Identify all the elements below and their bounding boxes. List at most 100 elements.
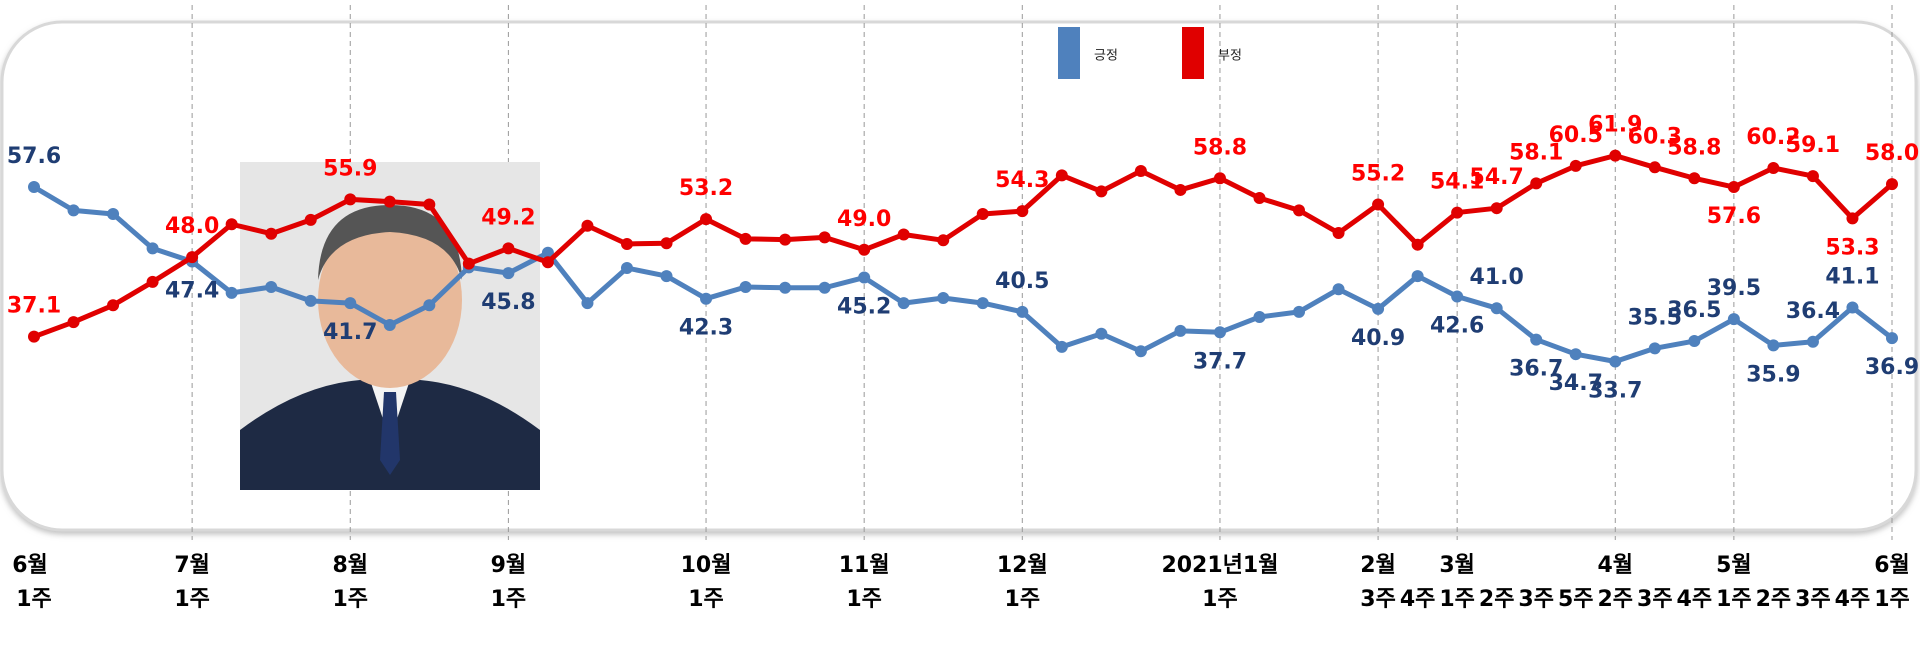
data-label: 40.5: [995, 269, 1049, 294]
x-group-label: 7월: [174, 553, 210, 578]
data-point: [858, 272, 870, 284]
data-point: [265, 281, 277, 293]
data-label: 57.6: [7, 144, 61, 169]
data-label: 48.0: [165, 214, 219, 239]
data-point: [1016, 306, 1028, 318]
data-point: [1333, 227, 1345, 239]
x-tick-label: 1주: [1439, 587, 1475, 612]
x-tick-label: 3주: [1637, 587, 1673, 612]
data-point: [1491, 202, 1503, 214]
data-label: 58.8: [1193, 135, 1247, 160]
x-tick-label: 4주: [1677, 587, 1713, 612]
data-point: [581, 297, 593, 309]
data-point: [344, 297, 356, 309]
data-point: [661, 270, 673, 282]
data-point: [1649, 342, 1661, 354]
x-tick-label: 2주: [1597, 587, 1633, 612]
data-point: [1056, 341, 1068, 353]
x-tick-label: 3주: [1795, 587, 1831, 612]
data-label: 40.9: [1351, 326, 1405, 351]
data-point: [1846, 212, 1858, 224]
x-tick-label: 1주: [688, 587, 724, 612]
x-group-label: 2021년1월: [1161, 553, 1278, 578]
x-tick-label: 4주: [1400, 587, 1436, 612]
data-point: [68, 204, 80, 216]
data-point: [423, 299, 435, 311]
x-tick-label: 4주: [1835, 587, 1871, 612]
data-label: 58.0: [1865, 141, 1919, 166]
x-tick-label: 2주: [1756, 587, 1792, 612]
data-label: 36.4: [1786, 299, 1840, 324]
data-point: [1372, 199, 1384, 211]
data-point: [226, 287, 238, 299]
data-point: [740, 233, 752, 245]
data-point: [265, 228, 277, 240]
data-label: 47.4: [165, 278, 219, 303]
x-tick-label: 3주: [1360, 587, 1396, 612]
x-group-label: 2월: [1360, 553, 1396, 578]
data-point: [1767, 162, 1779, 174]
page: {"chart_data": { "type": "line", "ylim":…: [0, 0, 1920, 644]
data-point: [1767, 339, 1779, 351]
x-group-label: 12월: [997, 553, 1048, 578]
data-label: 36.5: [1667, 298, 1721, 323]
data-point: [1095, 185, 1107, 197]
data-point: [1333, 283, 1345, 295]
x-tick-label: 1주: [1874, 587, 1910, 612]
x-tick-label: 1주: [332, 587, 368, 612]
data-label: 49.0: [837, 207, 891, 232]
x-tick-label: 1주: [846, 587, 882, 612]
x-group-label: 8월: [332, 553, 368, 578]
data-point: [423, 199, 435, 211]
data-point: [1886, 332, 1898, 344]
data-label: 49.2: [481, 205, 535, 230]
data-point: [1135, 165, 1147, 177]
data-point: [1728, 181, 1740, 193]
data-label: 39.5: [1707, 276, 1761, 301]
x-group-label: 11월: [839, 553, 890, 578]
legend-label: 긍정: [1094, 49, 1118, 64]
data-point: [977, 297, 989, 309]
data-point: [1530, 334, 1542, 346]
data-point: [1095, 328, 1107, 340]
data-point: [1174, 325, 1186, 337]
data-label: 59.1: [1786, 133, 1840, 158]
data-point: [344, 193, 356, 205]
x-tick-label: 1주: [174, 587, 210, 612]
data-point: [28, 181, 40, 193]
x-group-label: 4월: [1597, 553, 1633, 578]
data-point: [1016, 205, 1028, 217]
data-point: [502, 267, 514, 279]
data-point: [819, 231, 831, 243]
data-label: 58.8: [1667, 135, 1721, 160]
data-point: [1412, 239, 1424, 251]
data-point: [1451, 207, 1463, 219]
legend-swatch: [1182, 27, 1204, 79]
data-point: [107, 299, 119, 311]
data-point: [661, 237, 673, 249]
data-label: 54.7: [1470, 165, 1524, 190]
data-label: 41.1: [1825, 264, 1879, 289]
x-group-label: 6월: [12, 553, 48, 578]
data-point: [305, 214, 317, 226]
data-point: [819, 282, 831, 294]
data-point: [898, 228, 910, 240]
data-point: [1293, 306, 1305, 318]
data-label: 57.6: [1707, 204, 1761, 229]
legend-swatch: [1058, 27, 1080, 79]
chart: 57.647.441.745.842.345.240.537.740.942.6…: [0, 0, 1920, 644]
x-group-label: 3월: [1439, 553, 1475, 578]
data-point: [1253, 311, 1265, 323]
data-point: [740, 281, 752, 293]
data-point: [1412, 270, 1424, 282]
data-label: 45.2: [837, 295, 891, 320]
data-label: 55.2: [1351, 162, 1405, 187]
data-point: [1649, 161, 1661, 173]
data-point: [700, 213, 712, 225]
data-point: [937, 234, 949, 246]
data-label: 37.1: [7, 294, 61, 319]
data-point: [621, 238, 633, 250]
data-label: 53.2: [679, 176, 733, 201]
data-point: [147, 242, 159, 254]
data-point: [898, 297, 910, 309]
